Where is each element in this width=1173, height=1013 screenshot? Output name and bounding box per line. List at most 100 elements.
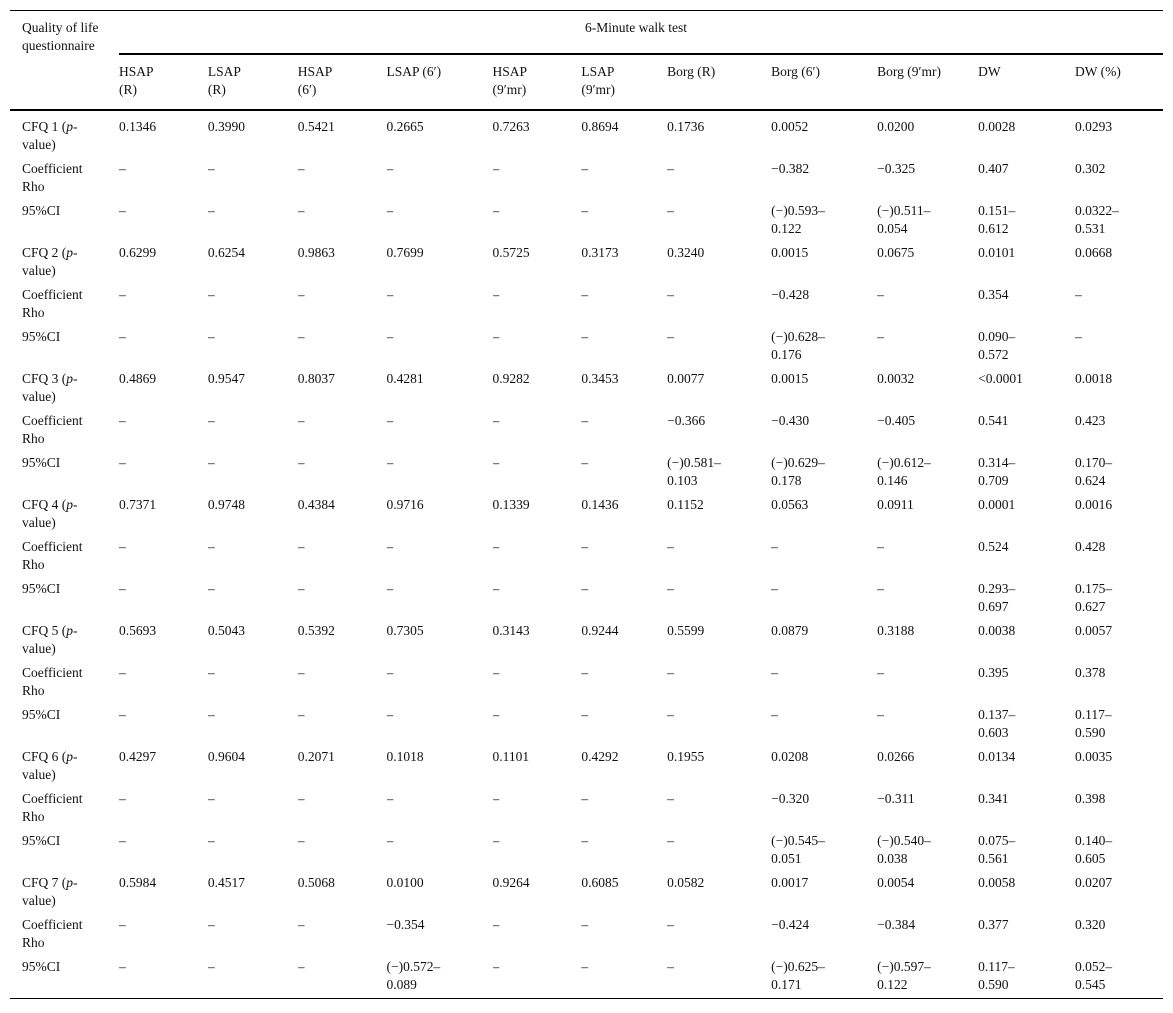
table-cell: – [581, 203, 589, 218]
table-cell: 0.3453 [581, 371, 619, 386]
p-value-row: CFQ 4 (p- value) 0.7371 0.9748 0.4384 0.9716… [10, 494, 1163, 536]
table-cell: 0.7699 [386, 245, 424, 260]
table-cell: 0.9863 [297, 245, 335, 260]
row-label: CFQ 6 (p- value) [10, 746, 119, 788]
row-label-part: - value) [22, 875, 78, 908]
table-cell: 0.4281 [386, 371, 424, 386]
table-cell: – [207, 791, 215, 806]
table-cell: 0.170– 0.624 [1074, 455, 1113, 488]
table-cell: −0.311 [877, 791, 915, 806]
row-label-part: CFQ 2 ( [22, 245, 67, 260]
column-header: Borg (6′) [771, 54, 878, 111]
table-cell: – [386, 203, 394, 218]
table-cell: 0.9547 [207, 371, 245, 386]
table-cell: – [1074, 329, 1082, 344]
table-cell: – [297, 455, 305, 470]
table-cell: 0.4292 [581, 749, 619, 764]
row-label-part: CFQ 4 ( [22, 497, 67, 512]
table-cell: – [492, 791, 500, 806]
table-cell: 0.377 [978, 917, 1009, 932]
table-cell: – [297, 539, 305, 554]
row-label: 95%CI [22, 707, 61, 722]
table-cell: 0.0293 [1074, 119, 1113, 134]
table-cell: – [207, 959, 215, 974]
row-label-part: - value) [22, 497, 78, 530]
table-cell: 0.0675 [877, 245, 915, 260]
table-cell: – [667, 959, 674, 974]
table-cell: – [207, 203, 215, 218]
ci-row: 95%CI – – – – – – – (−)0.628– 0.176 – 0.090– 0.572… [10, 326, 1163, 368]
p-value-row: CFQ 2 (p- value) 0.6299 0.6254 0.9863 0.7699… [10, 242, 1163, 284]
table-cell: 0.407 [978, 161, 1009, 176]
table-cell: 0.7263 [492, 119, 530, 134]
table-cell: <0.0001 [978, 371, 1023, 386]
table-cell: 0.1346 [119, 119, 157, 134]
ci-row: 95%CI – – – – – – – – – 0.137– 0.603 0.117– 0.590 [10, 704, 1163, 746]
table-cell: – [297, 959, 305, 974]
table-cell: – [386, 329, 394, 344]
row-label-part: p [66, 119, 74, 134]
table-cell: – [492, 287, 500, 302]
table-cell: −0.354 [386, 917, 425, 932]
table-cell: 0.1339 [492, 497, 530, 512]
table-cell: 0.0018 [1074, 371, 1113, 386]
table-cell: 0.9244 [581, 623, 619, 638]
table-cell: – [386, 791, 394, 806]
row-label: 95%CI [22, 203, 61, 218]
table-cell: – [297, 833, 305, 848]
table-cell: – [207, 539, 215, 554]
table-cell: – [492, 455, 500, 470]
table-cell: – [119, 413, 126, 428]
table-cell: 0.137– 0.603 [978, 707, 1016, 740]
table-cell: – [492, 581, 500, 596]
column-header: HSAP (6′) [297, 54, 387, 111]
table-cell: 0.6254 [207, 245, 245, 260]
table-cell: – [667, 833, 674, 848]
table-cell: 0.0001 [978, 497, 1016, 512]
table-cell: – [119, 959, 126, 974]
table-cell: 0.5392 [297, 623, 335, 638]
table-cell: (−)0.572– 0.089 [386, 959, 441, 992]
table-cell: – [386, 161, 394, 176]
coefficient-rho-row: Coefficient Rho – – – – – – – −0.320 −0.311 0.341 0… [10, 788, 1163, 830]
table-cell: −0.430 [771, 413, 810, 428]
ci-row: 95%CI – – – – – – – (−)0.545– 0.051 (−)0.540– 0.0… [10, 830, 1163, 872]
table-cell: −0.366 [667, 413, 706, 428]
ci-row: 95%CI – – – – – – (−)0.581– 0.103 (−)0.629– 0.17… [10, 452, 1163, 494]
table-cell: – [119, 917, 126, 932]
row-label: CFQ 3 (p- value) [10, 368, 119, 410]
table-cell: 0.0134 [978, 749, 1016, 764]
coefficient-rho-row: Coefficient Rho – – – −0.354 – – – −0.424 −0.384 0… [10, 914, 1163, 956]
corner-header: Quality of life questionnaire [10, 10, 120, 111]
table-cell: – [667, 539, 674, 554]
table-cell: 0.6085 [581, 875, 619, 890]
table-cell: 0.0208 [771, 749, 809, 764]
table-cell: – [492, 959, 500, 974]
table-cell: 0.0035 [1074, 749, 1113, 764]
table-cell: 0.117– 0.590 [978, 959, 1015, 992]
table-cell: – [581, 413, 589, 428]
table-cell: 0.341 [978, 791, 1009, 806]
table-cell: 0.0207 [1074, 875, 1113, 890]
table-cell: 0.0582 [667, 875, 705, 890]
table-cell: 0.4869 [119, 371, 157, 386]
table-cell: – [119, 329, 126, 344]
row-label: CFQ 2 (p- value) [10, 242, 119, 284]
table-cell: – [207, 665, 215, 680]
row-label-part: p [66, 623, 74, 638]
table-cell: 0.0057 [1074, 623, 1113, 638]
table-cell: – [877, 707, 884, 722]
table-cell: 0.1955 [667, 749, 705, 764]
table-cell: – [581, 581, 589, 596]
row-label-part: CFQ 6 ( [22, 749, 67, 764]
table-cell: – [297, 665, 305, 680]
table-cell: 0.075– 0.561 [978, 833, 1016, 866]
span-header-row: Quality of life questionnaire 6-Minute w… [10, 10, 1163, 111]
table-cell: – [877, 287, 884, 302]
table-cell: 0.541 [978, 413, 1009, 428]
column-header: LSAP (R) [207, 54, 298, 111]
table-cell: – [581, 917, 589, 932]
table-cell: – [581, 959, 589, 974]
table-cell: 0.0200 [877, 119, 915, 134]
table-cell: – [877, 581, 884, 596]
